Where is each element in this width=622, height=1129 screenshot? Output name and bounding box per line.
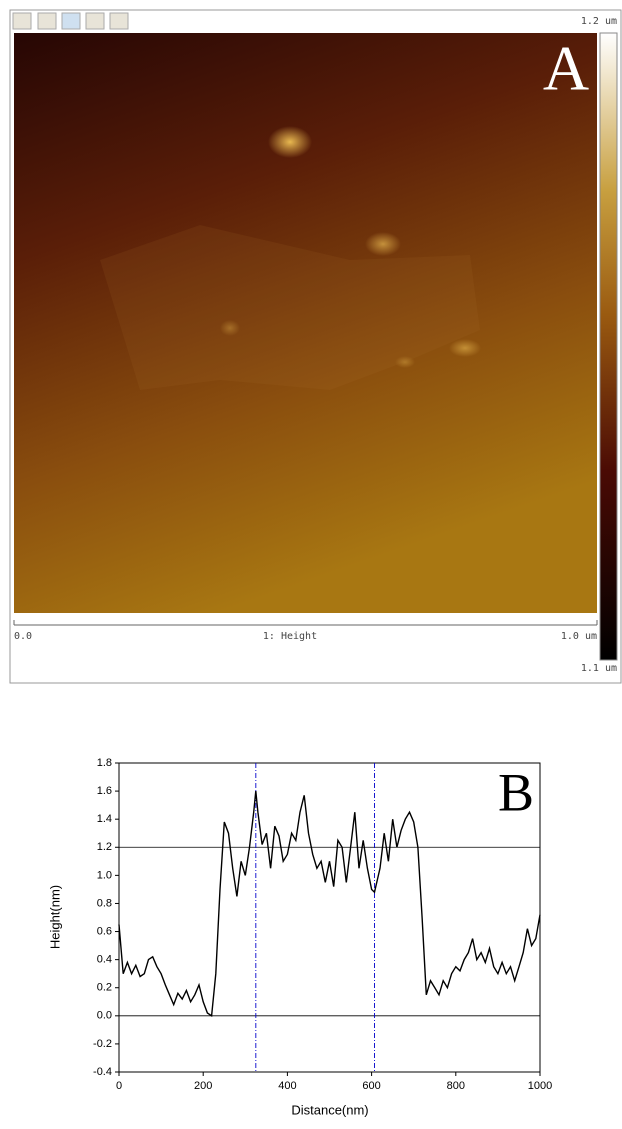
- scale-max-label: 1.2 um: [581, 16, 617, 27]
- chart: Height(nm) Distance(nm) B -0.4 -0.2 0.0 0.2…: [47, 757, 552, 1118]
- panel-label: B: [498, 762, 534, 822]
- figure: A 1.2 um 1.1 um 0.0 1: Height 1.0 um Hei…: [0, 0, 622, 1124]
- y-tick-label: 1.2: [97, 841, 112, 853]
- y-tick-label: 0.0: [97, 1010, 112, 1022]
- tool-button[interactable]: [110, 13, 128, 29]
- channel-label: 1: Height: [263, 631, 317, 642]
- y-tick-label: 1.4: [97, 813, 112, 825]
- tool-button[interactable]: [38, 13, 56, 29]
- x-tick-label: 600: [362, 1080, 380, 1092]
- axis-start-label: 0.0: [14, 631, 32, 642]
- x-tick-label: 400: [278, 1080, 296, 1092]
- tool-button[interactable]: [13, 13, 31, 29]
- x-tick-label: 200: [194, 1080, 212, 1092]
- x-axis-label: Distance(nm): [291, 1102, 368, 1117]
- plot-frame: [119, 763, 540, 1072]
- y-tick-label: 1.6: [97, 785, 112, 797]
- x-tick-label: 0: [116, 1080, 122, 1092]
- tool-button[interactable]: [86, 13, 104, 29]
- color-scale: [600, 33, 617, 660]
- y-tick-label: 0.6: [97, 925, 112, 937]
- tool-button[interactable]: [62, 13, 80, 29]
- x-tick-label: 1000: [528, 1080, 552, 1092]
- profile-line: [119, 791, 540, 1016]
- y-tick-label: 0.8: [97, 897, 112, 909]
- y-tick-label: 1.8: [97, 757, 112, 769]
- y-tick-label: 1.0: [97, 869, 112, 881]
- scale-min-label: 1.1 um: [581, 663, 617, 674]
- y-axis-label: Height(nm): [47, 885, 62, 949]
- axis-end-label: 1.0 um: [561, 631, 597, 642]
- y-tick-label: 0.2: [97, 982, 112, 994]
- toolbar: [13, 13, 128, 29]
- y-tick-label: 0.4: [97, 954, 112, 966]
- page: A 1.2 um 1.1 um 0.0 1: Height 1.0 um Hei…: [0, 0, 622, 1124]
- y-tick-label: -0.2: [93, 1038, 112, 1050]
- y-tick-label: -0.4: [93, 1066, 112, 1078]
- x-tick-label: 800: [447, 1080, 465, 1092]
- panel-label: A: [543, 33, 589, 104]
